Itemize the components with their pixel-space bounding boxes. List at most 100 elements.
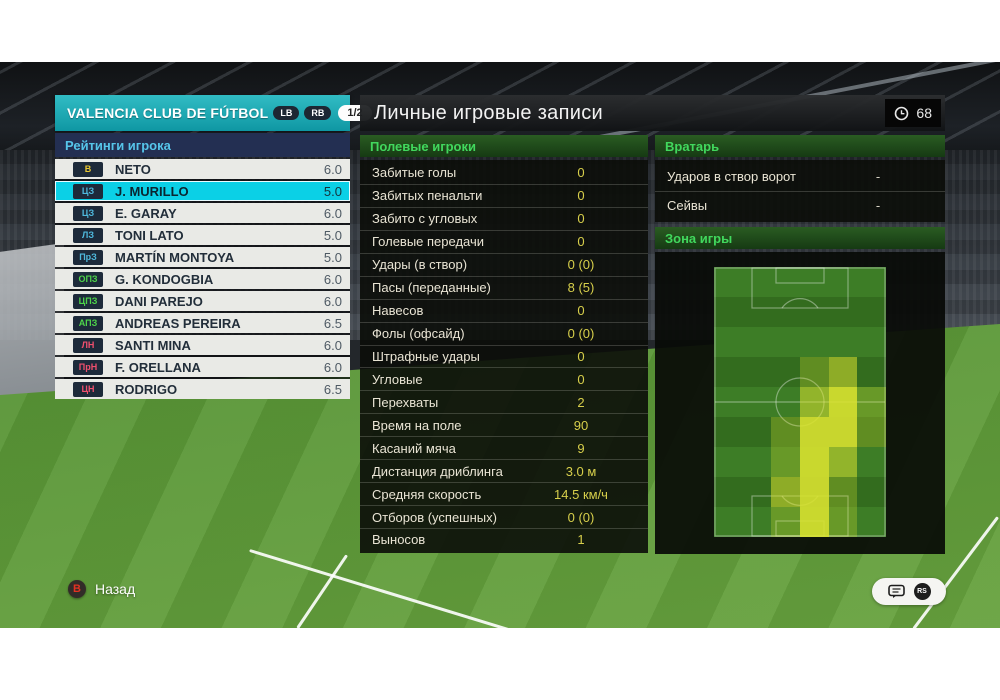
- position-badge: В: [73, 161, 103, 177]
- heat-cell: [714, 327, 743, 357]
- heat-cell: [799, 417, 829, 447]
- heat-cell: [771, 297, 800, 327]
- stat-label: Перехваты: [372, 394, 439, 410]
- field-players-column: Полевые игроки Забитые голы 0 Забитых пе…: [360, 135, 648, 553]
- heat-cell: [714, 267, 743, 297]
- stat-value: 9: [577, 440, 585, 456]
- heat-cell: [800, 297, 829, 327]
- heat-cell: [714, 417, 743, 447]
- position-badge: ЦПЗ: [73, 293, 103, 309]
- heat-cell: [771, 357, 800, 387]
- player-row[interactable]: ЛН SANTI MINA 6.0: [55, 335, 350, 355]
- player-row[interactable]: ПрЗ MARTÍN MONTOYA 5.0: [55, 247, 350, 267]
- heat-cell: [799, 507, 829, 537]
- stat-value: 1: [577, 532, 585, 548]
- stat-label: Голевые передачи: [372, 234, 485, 250]
- heat-cell: [828, 447, 858, 477]
- position-label: ЛН: [81, 339, 95, 350]
- stat-label: Ударов в створ ворот: [667, 169, 796, 185]
- player-list: В NETO 6.0 ЦЗ J. MURILLO 5.0 ЦЗ E. GARAY…: [55, 159, 350, 399]
- position-label: ЦЗ: [81, 185, 95, 196]
- stat-row: Время на поле 90: [360, 414, 648, 438]
- player-row[interactable]: ЦЗ J. MURILLO 5.0: [55, 181, 350, 201]
- bumper-left-button[interactable]: LB: [273, 106, 300, 120]
- player-rating: 6.0: [323, 359, 342, 375]
- stat-value: 0: [577, 234, 585, 250]
- stat-value: 0: [577, 165, 585, 181]
- heat-cell: [771, 327, 800, 357]
- position-badge: ЦЗ: [73, 205, 103, 221]
- chat-icon[interactable]: [887, 584, 905, 599]
- stat-value: 2: [577, 394, 585, 410]
- stat-label: Дистанция дриблинга: [372, 463, 503, 479]
- player-row[interactable]: В NETO 6.0: [55, 159, 350, 179]
- stat-row: Перехваты 2: [360, 391, 648, 415]
- heat-cell: [828, 507, 858, 537]
- stat-row: Забитых пенальти 0: [360, 185, 648, 208]
- bumper-right-button[interactable]: RB: [304, 106, 332, 120]
- heat-cell: [771, 417, 800, 447]
- player-name: G. KONDOGBIA: [115, 271, 214, 287]
- heat-cell: [743, 357, 772, 387]
- right-stick-icon[interactable]: RS: [913, 583, 931, 600]
- player-row[interactable]: ЦЗ E. GARAY 6.0: [55, 203, 350, 223]
- stat-value: -: [875, 197, 881, 213]
- player-rating: 5.0: [323, 249, 342, 265]
- heat-cell: [828, 357, 858, 387]
- stat-label: Угловые: [372, 371, 423, 387]
- stat-row: Голевые передачи 0: [360, 231, 648, 254]
- player-row[interactable]: ЦН RODRIGO 6.5: [55, 379, 350, 399]
- heat-cell: [828, 417, 858, 447]
- stat-row: Удары (в створ) 0 (0): [360, 254, 648, 277]
- heat-cell: [743, 387, 772, 417]
- stat-label: Сейвы: [667, 197, 708, 213]
- back-button[interactable]: B Назад: [68, 580, 135, 598]
- goalkeeper-stats: Ударов в створ ворот - Сейвы -: [655, 160, 945, 222]
- stat-label: Забитых пенальти: [372, 188, 483, 204]
- play-zone-box: [655, 252, 945, 554]
- heat-cell: [857, 417, 886, 447]
- stat-row: Забитые голы 0: [360, 162, 648, 185]
- heat-cell: [829, 327, 858, 357]
- player-name: J. MURILLO: [115, 183, 189, 199]
- heat-cell: [743, 507, 772, 537]
- player-row[interactable]: ПрН F. ORELLANA 6.0: [55, 357, 350, 377]
- position-label: ЦН: [81, 383, 95, 394]
- heat-cell: [857, 477, 886, 507]
- pitch-line: [249, 549, 528, 628]
- heat-cell: [743, 447, 772, 477]
- stat-value: 0: [577, 371, 585, 387]
- heat-cell: [799, 387, 829, 417]
- stat-label: Штрафные удары: [372, 348, 480, 364]
- player-name: DANI PAREJO: [115, 293, 203, 309]
- player-row[interactable]: ЦПЗ DANI PAREJO 6.0: [55, 291, 350, 311]
- stat-row: Средняя скорость 14.5 км/ч: [360, 483, 648, 507]
- player-rating: 6.0: [323, 337, 342, 353]
- heat-cell: [743, 417, 772, 447]
- heat-cell: [799, 357, 829, 387]
- player-row[interactable]: АПЗ ANDREAS PEREIRA 6.5: [55, 313, 350, 333]
- main-title-bar: Личные игровые записи 68: [360, 95, 945, 131]
- heat-cell: [771, 387, 800, 417]
- page-title: Личные игровые записи: [374, 101, 603, 124]
- stat-row: Дистанция дриблинга 3.0 м: [360, 460, 648, 484]
- player-row[interactable]: ОПЗ G. KONDOGBIA 6.0: [55, 269, 350, 289]
- player-row[interactable]: ЛЗ TONI LATO 5.0: [55, 225, 350, 245]
- stat-label: Забито с угловых: [372, 211, 478, 227]
- stat-label: Фолы (офсайд): [372, 326, 465, 342]
- stat-value: 8 (5): [567, 280, 595, 296]
- position-badge: ПрЗ: [73, 249, 103, 265]
- position-label: ЦЗ: [81, 207, 95, 218]
- position-label: ЦПЗ: [78, 295, 98, 306]
- position-badge: АПЗ: [73, 315, 103, 331]
- position-badge: ЛН: [73, 337, 103, 353]
- player-rating: 6.5: [323, 315, 342, 331]
- stat-label: Забитые голы: [372, 165, 457, 181]
- stat-value: 0: [577, 348, 585, 364]
- heat-cell: [771, 477, 800, 507]
- heat-cell: [743, 477, 772, 507]
- position-label: АПЗ: [78, 317, 98, 328]
- stat-label: Пасы (переданные): [372, 280, 491, 296]
- play-zone-fieldmap: [714, 267, 886, 537]
